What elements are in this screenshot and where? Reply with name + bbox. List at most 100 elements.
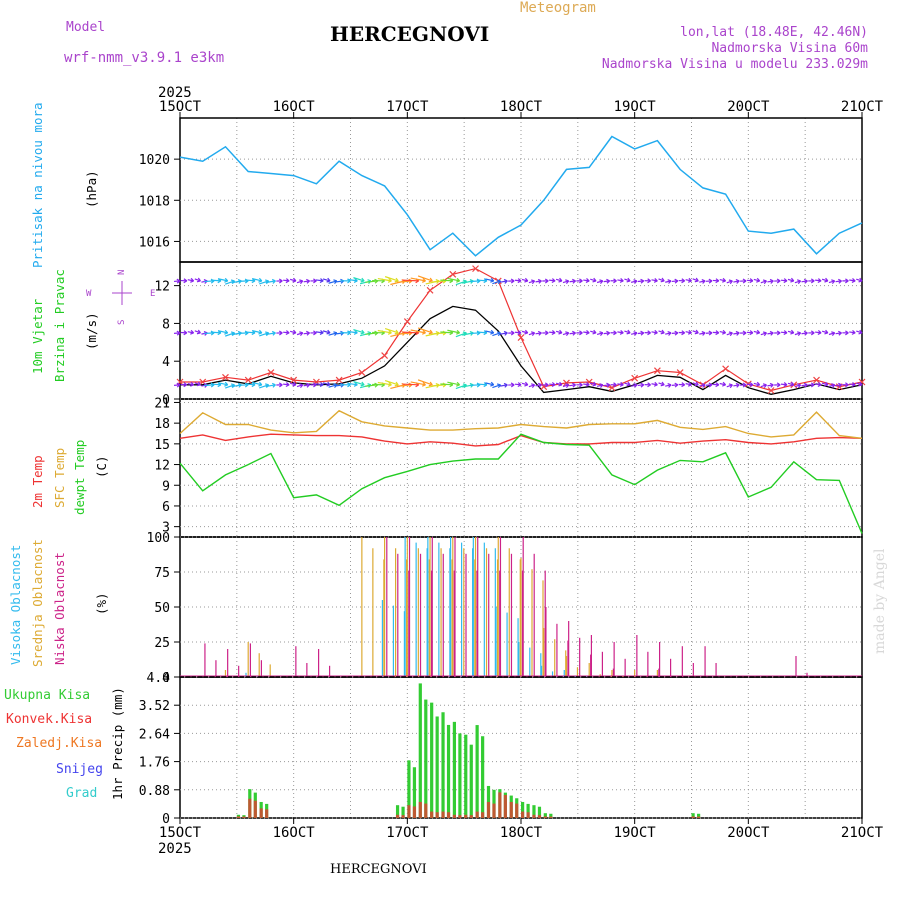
wind-direction-arrow (485, 381, 495, 387)
wind-direction-arrow (801, 278, 808, 284)
wind-direction-arrow (603, 278, 611, 284)
wind-arrow-head (313, 330, 317, 336)
wind-arrow-shaft (447, 329, 460, 334)
wind-direction-arrow (310, 330, 317, 336)
wind-arrow-head (735, 330, 740, 336)
wind-direction-arrow (180, 278, 188, 284)
wind-arrow-head (845, 330, 849, 336)
wind-arrow-head (524, 381, 529, 387)
wind-arrow-head (796, 331, 802, 337)
wind-direction-arrow (637, 330, 645, 336)
wind-direction-arrow (849, 329, 856, 335)
wind-direction-arrow (746, 278, 754, 284)
wind-arrow-head (456, 277, 461, 283)
wind-arrow-shaft (259, 332, 269, 337)
x-tick-label-top: 17OCT (386, 99, 429, 115)
wind-arrow-shaft (440, 279, 453, 282)
conv-precip-bar (435, 812, 439, 818)
wind-direction-arrow (856, 381, 863, 387)
wind-direction-arrow (508, 382, 515, 388)
total-precip-bar (395, 805, 400, 818)
total-precip-bar (407, 760, 411, 818)
wind-arrow-head (722, 329, 727, 335)
wind-arrow-head (701, 382, 706, 388)
wind-direction-arrow (217, 381, 229, 387)
wind-arrow-shaft (265, 384, 276, 388)
wind-direction-arrow (569, 278, 576, 284)
wind-arrow-shaft (353, 329, 365, 334)
wind-direction-arrow (410, 381, 426, 387)
wind-direction-arrow (808, 330, 815, 336)
wind-direction-arrow (384, 276, 399, 283)
wind-arrow-head (292, 277, 297, 283)
wind-arrow-head (285, 330, 290, 336)
wind-direction-arrow (740, 330, 747, 336)
wind-arrow-head (558, 381, 563, 387)
wind-arrow-head (537, 330, 542, 336)
wind-direction-arrow (856, 277, 863, 283)
wind-direction-arrow (187, 277, 195, 283)
wind-direction-arrow (651, 277, 658, 283)
y-tick-label: 0.88 (139, 784, 170, 799)
wind-arrow-shaft (396, 384, 412, 387)
wind-arrow-head (647, 382, 651, 388)
wind-direction-arrow (562, 279, 570, 285)
wind-direction-arrow (835, 330, 842, 336)
wind-arrow-shaft (470, 280, 481, 283)
wind-arrow-head (537, 382, 542, 388)
wind-direction-arrow (596, 383, 604, 388)
wind-direction-arrow (801, 330, 808, 336)
wind-arrow-head (599, 383, 604, 388)
wind-arrow-head (647, 330, 651, 336)
wind-arrow-head (660, 381, 665, 387)
precip-legend-snow: Snijeg (56, 762, 103, 777)
wind-arrow-shaft (396, 280, 412, 283)
wind-arrow-shaft (455, 280, 467, 286)
wind-direction-arrow (542, 382, 549, 388)
wind-arrow-head (428, 277, 433, 283)
compass-s: S (117, 320, 127, 325)
wind-arrow-head (306, 278, 310, 284)
wind-arrow-shaft (485, 382, 494, 386)
wind-direction-arrow (315, 381, 324, 387)
wind-arrow-shaft (377, 329, 392, 334)
wind-arrow-head (292, 381, 297, 387)
wind-gust-marker (813, 376, 820, 384)
wind-direction-arrow (377, 329, 392, 335)
conv-precip-bar (424, 803, 428, 818)
wind-direction-arrow (476, 330, 488, 336)
wind-arrow-head (544, 278, 549, 284)
wind-arrow-head (708, 382, 713, 388)
wind-direction-arrow (432, 330, 447, 336)
wind-arrow-shaft (476, 331, 487, 334)
wind-direction-arrow (549, 278, 556, 284)
wind-arrow-head (579, 330, 583, 336)
wind-arrow-head (299, 279, 304, 285)
wind-arrow-head (421, 329, 426, 335)
wind-arrow-head (360, 277, 365, 283)
wind-arrow-shaft (322, 382, 331, 386)
y-tick-label: 1016 (139, 235, 170, 250)
wind-direction-arrow (658, 381, 665, 387)
wind-arrow-head (613, 330, 617, 336)
wind-arrow-head (640, 278, 645, 284)
wind-arrow-head (626, 277, 631, 283)
wind-gust-marker (472, 265, 479, 273)
wind-arrow-head (394, 277, 399, 283)
wind-arrow-head (196, 277, 201, 283)
wind-direction-arrow (719, 381, 727, 387)
conv-precip-bar (498, 792, 502, 818)
conv-precip-bar (401, 815, 405, 818)
wind-arrow-shaft (417, 327, 433, 334)
wind-direction-arrow (447, 329, 461, 335)
wind-direction-arrow (276, 330, 283, 336)
wind-arrow-head (271, 330, 276, 336)
wind-arrow-head (510, 382, 515, 388)
wind-arrow-head (190, 277, 195, 283)
wind-direction-arrow (476, 278, 488, 284)
wind-arrow-shaft (455, 384, 467, 390)
wind-arrow-shaft (396, 332, 412, 335)
wind-direction-arrow (384, 328, 399, 335)
wind-arrow-head (387, 277, 392, 283)
conv-precip-bar (492, 803, 496, 818)
